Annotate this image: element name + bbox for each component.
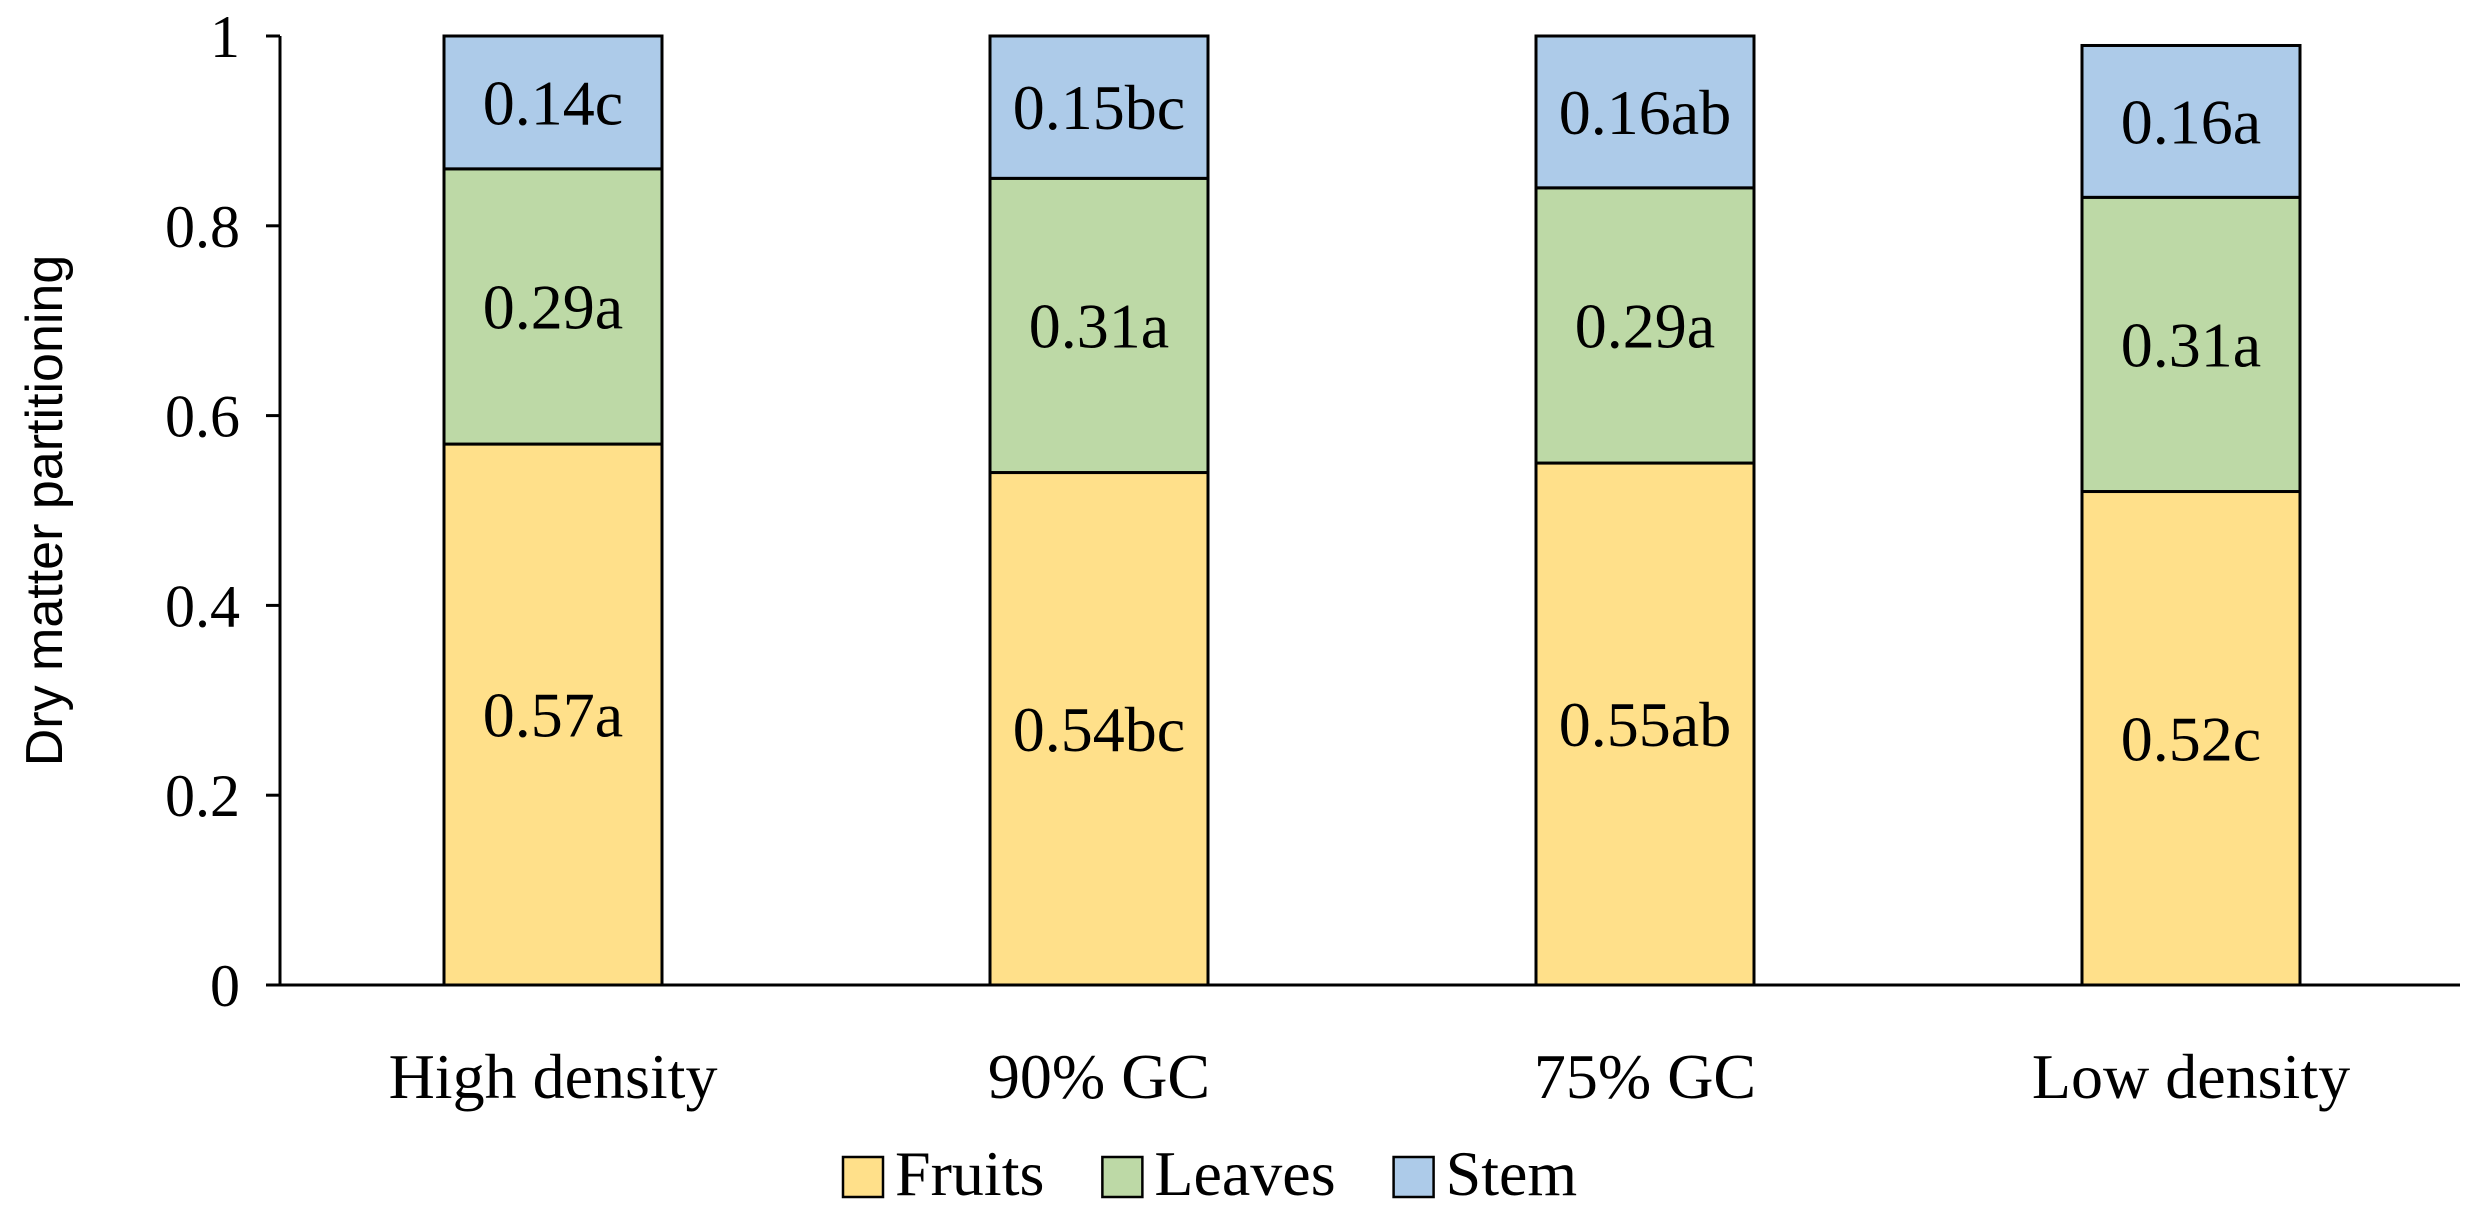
data-label-fruits-1: 0.57a xyxy=(483,680,623,751)
y-tick-label-5: 0.8 xyxy=(165,194,240,260)
data-label-stem-1: 0.14c xyxy=(483,67,623,138)
y-axis-title: Dry matter partitioning xyxy=(16,255,74,767)
plot-area: 0.57a 0.29a 0.14c High density 0.54bc 0.31a 0.… xyxy=(165,4,2460,1112)
bar-fruits-2 xyxy=(988,471,1210,987)
data-label-leaves-3: 0.29a xyxy=(1575,290,1715,361)
legend-label-fruits: Fruits xyxy=(895,1138,1044,1209)
x-tick-label-3: 75% GC xyxy=(1534,1041,1756,1112)
data-label-fruits-2: 0.54bc xyxy=(1013,694,1185,765)
bar-stem-4 xyxy=(2080,43,2302,199)
bar-leaves-3 xyxy=(1534,186,1756,465)
data-label-leaves-1: 0.29a xyxy=(483,271,623,342)
bar-leaves-4 xyxy=(2080,195,2302,494)
y-tick-label-6: 1 xyxy=(210,4,240,70)
data-label-stem-4: 0.16a xyxy=(2121,86,2261,157)
data-label-stem-2: 0.15bc xyxy=(1013,72,1185,143)
data-label-stem-3: 0.16ab xyxy=(1559,77,1731,148)
x-tick-label-4: Low density xyxy=(2032,1041,2350,1112)
bar-leaves-2 xyxy=(988,176,1210,475)
data-label-fruits-3: 0.55ab xyxy=(1559,689,1731,760)
x-tick-label-2: 90% GC xyxy=(988,1041,1210,1112)
legend-label-leaves: Leaves xyxy=(1154,1138,1335,1209)
data-label-fruits-4: 0.52c xyxy=(2121,703,2261,774)
x-tick-label-1: High density xyxy=(389,1041,718,1112)
legend: Fruits Leaves Stem xyxy=(841,1138,1578,1209)
bar-stem-1 xyxy=(442,34,664,171)
bar-fruits-4 xyxy=(2080,490,2302,987)
legend-swatch-fruits xyxy=(841,1155,885,1199)
legend-label-stem: Stem xyxy=(1446,1138,1578,1209)
y-tick-label-3: 0.4 xyxy=(165,573,240,639)
bar-fruits-1 xyxy=(442,442,664,987)
y-tick-label-4: 0.6 xyxy=(165,384,240,450)
data-label-leaves-2: 0.31a xyxy=(1029,290,1169,361)
bar-leaves-1 xyxy=(442,167,664,446)
bar-stem-3 xyxy=(1534,34,1756,190)
y-tick-label-2: 0.2 xyxy=(165,763,240,829)
legend-swatch-leaves xyxy=(1101,1155,1144,1199)
y-tick-label-1: 0 xyxy=(210,953,240,1019)
bar-stem-2 xyxy=(988,34,1210,180)
data-label-leaves-4: 0.31a xyxy=(2121,309,2261,380)
legend-swatch-stem xyxy=(1392,1155,1435,1199)
